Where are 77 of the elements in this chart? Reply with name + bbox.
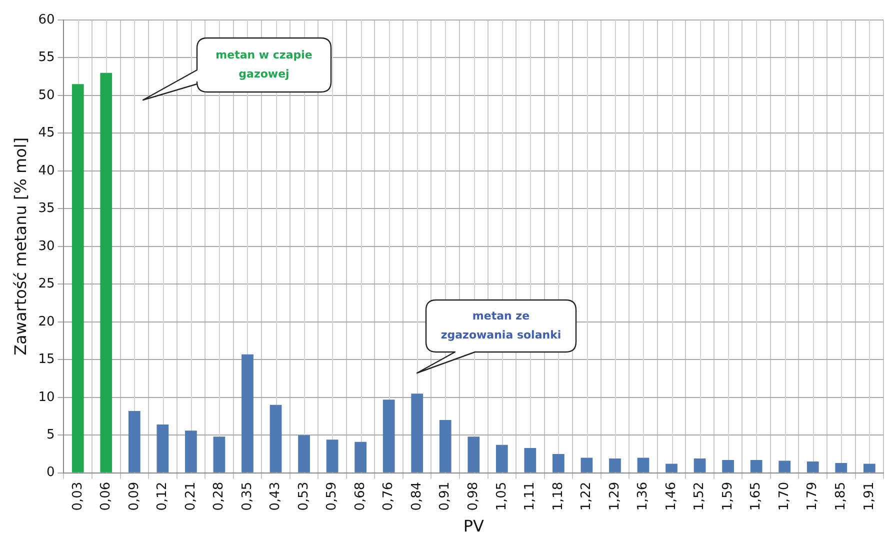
bar [524,448,536,472]
bar [439,420,452,472]
bar [242,354,254,472]
bar [72,84,84,472]
bar [298,435,310,472]
bar [270,404,282,472]
x-tick-label: 1,11 [522,482,538,511]
x-axis-title: PV [463,516,484,536]
x-tick-label: 0,43 [268,482,284,511]
y-tick-label: 5 [46,427,55,442]
bar [806,462,819,472]
y-tick-label: 35 [38,201,55,216]
bar [496,444,508,472]
bar [637,458,650,472]
bar [778,460,791,472]
x-tick-label: 0,06 [98,482,114,511]
bar [326,440,338,472]
annotation: metan w czapie gazowej [216,48,312,81]
y-tick-label: 55 [38,50,55,66]
speech-bubble: metan w czapie gazowej [141,36,333,102]
x-tick-label: 1,70 [776,482,792,511]
x-tick-label: 0,35 [240,482,255,511]
x-tick-label: 1,52 [692,482,708,511]
x-tick-label: 1,65 [748,482,764,511]
x-tick-label: 1,59 [720,482,736,511]
y-axis-title: Zawartość metanu [% mol] [10,137,30,356]
y-tick-label: 40 [38,163,55,178]
x-tick-label: 0,09 [126,482,142,511]
speech-bubble: metan ze zgazowania solanki [415,298,578,375]
x-tick-label: 0,03 [70,482,86,511]
y-tick-label: 60 [38,12,55,28]
x-tick-label: 0,59 [324,482,340,511]
x-tick-label: 1,29 [607,482,622,511]
bar [863,464,876,472]
bar [468,436,480,472]
x-tick-label: 1,18 [550,482,566,511]
x-tick-label: 0,53 [296,482,312,511]
bar [666,464,678,472]
bar [552,454,564,472]
y-tick-label: 0 [46,465,55,480]
y-tick-label: 50 [38,88,55,103]
bar [156,424,169,472]
y-tick-label: 25 [38,276,55,292]
annotation: metan ze zgazowania solanki [440,310,562,342]
x-tick-label: 1,85 [834,482,849,511]
bar [835,463,848,472]
x-tick-label: 0,84 [409,482,424,511]
bar [128,410,140,472]
y-tick-label: 15 [38,352,55,368]
x-tick-label: 1,79 [805,482,820,511]
bar [750,460,762,472]
x-tick-label: 0,21 [183,482,198,511]
bar [382,400,395,472]
y-tick-label: 45 [38,126,55,141]
x-tick-label: 0,12 [155,482,170,511]
bar [694,458,706,472]
y-tick-label: 20 [38,314,55,330]
bar [580,458,593,472]
x-tick-label: 1,91 [862,482,877,511]
bar [100,72,112,472]
x-tick-label: 1,36 [636,482,651,511]
x-tick-label: 0,98 [466,482,482,511]
x-tick-label: 0,76 [381,482,396,511]
bar [185,430,197,472]
bar [354,442,366,472]
bar [213,436,226,472]
bar [722,460,734,472]
y-tick-label: 10 [38,390,55,405]
x-tick-label: 1,46 [664,482,679,511]
y-tick-label: 30 [38,238,55,254]
bar [411,394,424,472]
bar [609,458,621,472]
x-tick-label: 0,68 [352,482,368,511]
x-tick-label: 0,91 [438,482,453,511]
x-tick-label: 1,22 [579,482,594,511]
x-tick-label: 0,28 [212,482,227,511]
x-tick-label: 1,05 [494,482,510,511]
